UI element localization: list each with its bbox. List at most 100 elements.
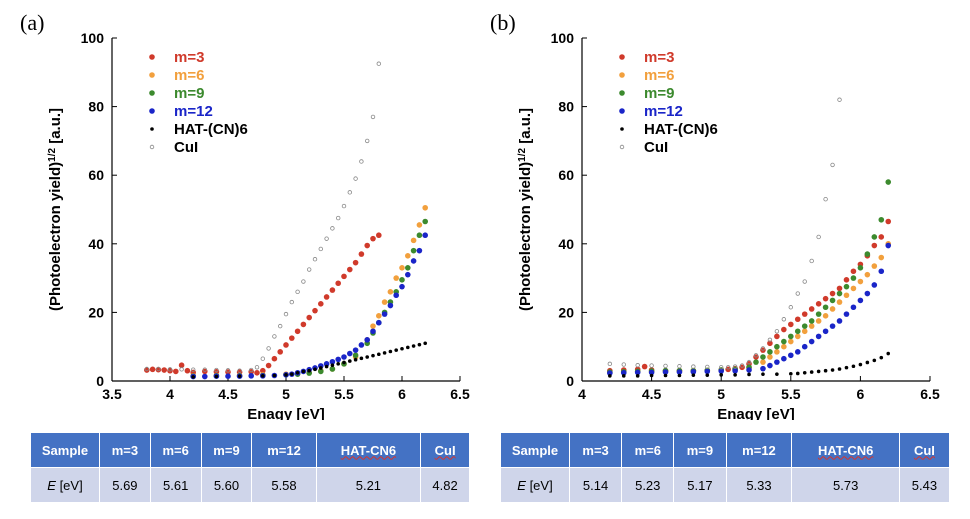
- header-cell: m=9: [200, 432, 253, 468]
- data-point: [871, 242, 878, 249]
- data-point: [879, 355, 884, 360]
- data-point: [294, 328, 301, 335]
- data-point: [341, 354, 347, 360]
- y-tick-label: 40: [558, 236, 574, 252]
- legend-marker: [149, 90, 155, 96]
- data-point: [290, 372, 294, 376]
- data-point: [691, 364, 696, 369]
- data-point: [747, 372, 751, 377]
- series-m=6: [607, 241, 892, 376]
- data-point: [214, 367, 219, 373]
- data-point: [794, 349, 801, 355]
- row-label-cell: E [eV]: [30, 467, 100, 503]
- data-point: [850, 275, 857, 281]
- data-point: [878, 216, 885, 223]
- data-point: [301, 279, 306, 284]
- legend-label: CuI: [644, 139, 668, 156]
- data-point: [410, 258, 417, 264]
- data-point: [376, 232, 382, 239]
- data-point: [760, 359, 766, 365]
- data-point: [822, 313, 829, 319]
- data-point: [248, 367, 254, 373]
- y-tick-label: 20: [88, 304, 104, 320]
- data-point: [237, 374, 242, 378]
- row-label-unit: [eV]: [55, 477, 83, 493]
- data-point: [376, 319, 382, 326]
- data-point: [836, 285, 843, 292]
- data-point: [809, 258, 814, 264]
- data-point: [324, 236, 329, 241]
- data-point: [753, 353, 759, 358]
- data-point: [829, 306, 836, 312]
- data-point: [767, 362, 773, 369]
- data-point: [387, 302, 394, 309]
- series-CuI: [144, 61, 381, 373]
- legend-label: m=12: [644, 103, 683, 120]
- header-cell: Sample: [500, 432, 570, 468]
- data-point: [416, 222, 423, 228]
- data-point: [341, 273, 347, 280]
- data-point: [822, 304, 829, 311]
- header-cell: m=12: [725, 432, 793, 468]
- data-point: [358, 251, 365, 257]
- x-tick-label: 5.5: [334, 386, 354, 402]
- data-point: [422, 218, 429, 225]
- data-point: [393, 275, 400, 281]
- data-point: [277, 349, 284, 355]
- data-point: [788, 338, 794, 345]
- data-point: [801, 323, 808, 329]
- data-point: [341, 203, 347, 209]
- data-point: [621, 362, 626, 367]
- data-point: [214, 374, 219, 379]
- data-point: [857, 265, 864, 271]
- series-m=9: [190, 218, 429, 379]
- data-point: [330, 363, 335, 368]
- series-m=6: [190, 204, 429, 379]
- data-point: [608, 374, 612, 378]
- x-tick-label: 6: [398, 386, 406, 402]
- data-point: [725, 365, 731, 370]
- data-point: [318, 246, 323, 252]
- value-cell: 5.69: [99, 467, 151, 503]
- data-point: [607, 370, 613, 376]
- data-point: [376, 313, 382, 319]
- y-tick-label: 80: [88, 99, 104, 115]
- panel-label-a: (a): [20, 10, 45, 35]
- data-point: [836, 318, 843, 324]
- series-m=3: [144, 232, 382, 376]
- row-label-cell: E [eV]: [500, 467, 570, 503]
- legend-label: m=3: [174, 49, 204, 66]
- data-point: [788, 333, 794, 340]
- data-point: [690, 368, 697, 375]
- x-tick-label: 5: [717, 386, 725, 402]
- data-point: [406, 345, 410, 350]
- header-cell: HAT-CN6: [791, 432, 900, 468]
- x-tick-label: 4.5: [642, 386, 662, 402]
- data-point: [301, 369, 306, 374]
- data-point: [307, 267, 312, 272]
- legend-label: m=12: [174, 103, 213, 120]
- data-point: [649, 373, 654, 378]
- data-point: [347, 350, 353, 357]
- data-point: [400, 346, 404, 351]
- series-m=12: [607, 242, 892, 376]
- data-point: [359, 159, 364, 164]
- data-point: [801, 328, 808, 335]
- data-point: [816, 369, 821, 374]
- data-point: [641, 363, 648, 370]
- header-cell: HAT-CN6: [315, 432, 422, 468]
- data-point: [422, 232, 429, 239]
- data-point: [676, 369, 683, 375]
- legend-marker: [619, 144, 625, 150]
- data-point: [416, 232, 423, 239]
- legend-marker: [620, 127, 624, 131]
- legend-label: CuI: [174, 139, 198, 156]
- data-point: [850, 304, 857, 311]
- data-point: [677, 373, 682, 378]
- value-cell: 5.73: [791, 467, 900, 503]
- data-point: [691, 373, 696, 377]
- y-axis-label: (Photoelectron yield)1/2 [a.u.]: [47, 108, 65, 311]
- data-point: [865, 360, 870, 365]
- data-point: [283, 342, 289, 348]
- series-m=9: [607, 179, 892, 375]
